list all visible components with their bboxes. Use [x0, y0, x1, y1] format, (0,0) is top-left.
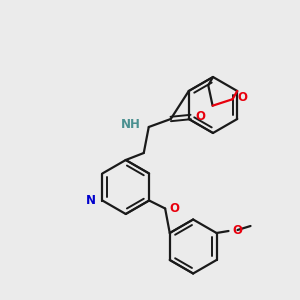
Text: NH: NH: [121, 118, 141, 131]
Text: O: O: [232, 224, 242, 236]
Text: O: O: [169, 202, 179, 215]
Text: O: O: [238, 91, 248, 104]
Text: O: O: [196, 110, 206, 124]
Text: N: N: [86, 194, 96, 207]
